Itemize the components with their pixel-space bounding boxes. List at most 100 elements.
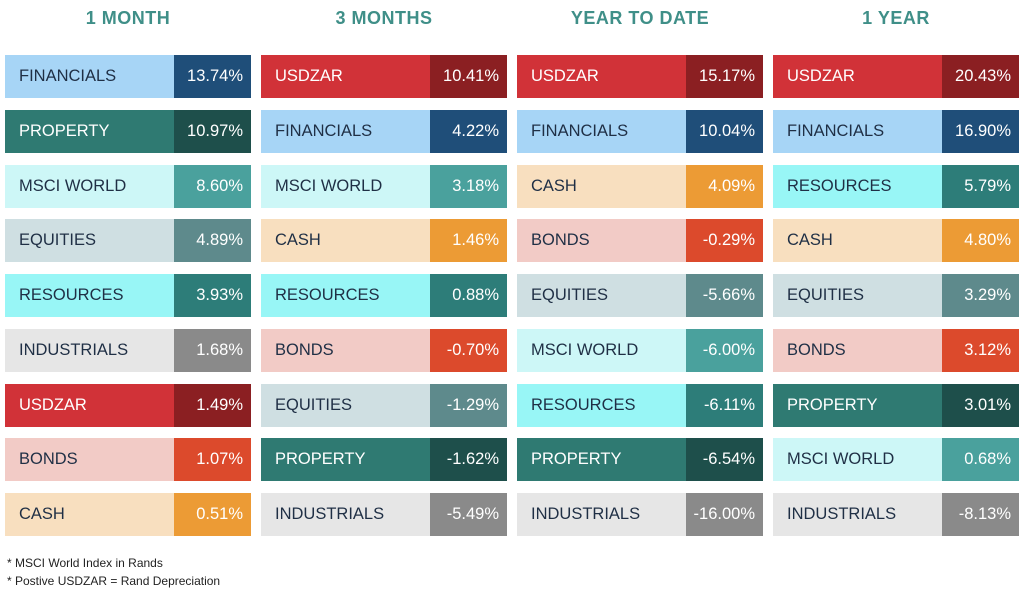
row-value: 3.29% (942, 274, 1019, 317)
row-value: 4.22% (430, 109, 507, 153)
row-label: USDZAR (517, 55, 686, 98)
table-row: EQUITIES -1.29% (261, 383, 507, 427)
row-label: FINANCIALS (773, 109, 942, 153)
row-label: PROPERTY (261, 438, 430, 482)
row-label: BONDS (261, 328, 430, 372)
table-row: RESOURCES 3.93% (5, 274, 251, 317)
row-label: USDZAR (773, 55, 942, 98)
row-value: -8.13% (942, 493, 1019, 536)
row-value: -0.70% (430, 328, 507, 372)
row-label: BONDS (517, 219, 686, 263)
row-label: MSCI WORLD (773, 438, 942, 482)
table-row: MSCI WORLD 8.60% (5, 164, 251, 208)
row-label: CASH (773, 219, 942, 263)
row-label: FINANCIALS (517, 109, 686, 153)
row-value: 1.07% (174, 438, 251, 482)
row-label: BONDS (5, 438, 174, 482)
table-row: INDUSTRIALS -16.00% (517, 493, 763, 536)
column-title: 1 MONTH (85, 8, 171, 28)
table-row: CASH 4.09% (517, 164, 763, 208)
row-label: EQUITIES (5, 219, 174, 263)
row-label: CASH (261, 219, 430, 263)
row-label: INDUSTRIALS (517, 493, 686, 536)
row-value: -16.00% (686, 493, 763, 536)
table-row: RESOURCES 0.88% (261, 274, 507, 317)
row-label: RESOURCES (517, 383, 686, 427)
table-row: FINANCIALS 13.74% (5, 55, 251, 98)
table-row: USDZAR 1.49% (5, 383, 251, 427)
row-label: PROPERTY (773, 383, 942, 427)
row-value: 3.93% (174, 274, 251, 317)
row-value: -5.49% (430, 493, 507, 536)
row-label: EQUITIES (261, 383, 430, 427)
table-row: PROPERTY 10.97% (5, 109, 251, 153)
table-row: USDZAR 10.41% (261, 55, 507, 98)
table-row: INDUSTRIALS -5.49% (261, 493, 507, 536)
table-row: EQUITIES 3.29% (773, 274, 1019, 317)
row-value: 10.04% (686, 109, 763, 153)
table-row: BONDS -0.70% (261, 328, 507, 372)
row-label: INDUSTRIALS (261, 493, 430, 536)
table-row: INDUSTRIALS -8.13% (773, 493, 1019, 536)
row-value: 0.51% (174, 493, 251, 536)
returns-table-year-to-date: YEAR TO DATE USDZAR 15.17% FINANCIALS 10.04… (517, 0, 763, 536)
row-value: 3.12% (942, 328, 1019, 372)
row-label: PROPERTY (517, 438, 686, 482)
table-row: CASH 1.46% (261, 219, 507, 263)
row-value: 4.09% (686, 164, 763, 208)
table-row: FINANCIALS 16.90% (773, 109, 1019, 153)
table-row: RESOURCES -6.11% (517, 383, 763, 427)
row-value: 1.46% (430, 219, 507, 263)
returns-table-1-year: 1 YEAR USDZAR 20.43% FINANCIALS 16.90% RESOU… (773, 0, 1019, 536)
row-value: -0.29% (686, 219, 763, 263)
table-row: EQUITIES 4.89% (5, 219, 251, 263)
returns-table-1-month: 1 MONTH FINANCIALS 13.74% PROPERTY 10.97% MS… (5, 0, 251, 536)
row-value: -6.54% (686, 438, 763, 482)
column-title: 3 MONTHS (335, 8, 433, 28)
row-value: 0.88% (430, 274, 507, 317)
row-label: EQUITIES (517, 274, 686, 317)
row-value: 4.89% (174, 219, 251, 263)
row-value: 8.60% (174, 164, 251, 208)
row-label: INDUSTRIALS (5, 328, 174, 372)
table-row: BONDS 1.07% (5, 438, 251, 482)
row-value: -1.29% (430, 383, 507, 427)
table-row: INDUSTRIALS 1.68% (5, 328, 251, 372)
footnote-msci: * MSCI World Index in Rands (7, 556, 163, 570)
row-label: RESOURCES (773, 164, 942, 208)
row-label: MSCI WORLD (261, 164, 430, 208)
table-row: MSCI WORLD 0.68% (773, 438, 1019, 482)
table-row: PROPERTY -6.54% (517, 438, 763, 482)
row-label: BONDS (773, 328, 942, 372)
row-label: MSCI WORLD (517, 328, 686, 372)
row-label: FINANCIALS (5, 55, 174, 98)
row-value: -5.66% (686, 274, 763, 317)
row-value: -6.11% (686, 383, 763, 427)
table-row: EQUITIES -5.66% (517, 274, 763, 317)
row-value: 3.01% (942, 383, 1019, 427)
row-value: -1.62% (430, 438, 507, 482)
table-row: RESOURCES 5.79% (773, 164, 1019, 208)
table-row: CASH 0.51% (5, 493, 251, 536)
row-label: RESOURCES (261, 274, 430, 317)
row-label: FINANCIALS (261, 109, 430, 153)
row-label: CASH (517, 164, 686, 208)
row-value: 1.68% (174, 328, 251, 372)
row-label: USDZAR (5, 383, 174, 427)
row-label: RESOURCES (5, 274, 174, 317)
row-label: INDUSTRIALS (773, 493, 942, 536)
row-label: MSCI WORLD (5, 164, 174, 208)
returns-table-3-months: 3 MONTHS USDZAR 10.41% FINANCIALS 4.22% MSCI… (261, 0, 507, 536)
row-value: 13.74% (174, 55, 251, 98)
row-value: 4.80% (942, 219, 1019, 263)
row-value: 10.97% (174, 109, 251, 153)
table-row: BONDS -0.29% (517, 219, 763, 263)
table-row: BONDS 3.12% (773, 328, 1019, 372)
table-row: FINANCIALS 10.04% (517, 109, 763, 153)
table-row: MSCI WORLD -6.00% (517, 328, 763, 372)
table-row: PROPERTY -1.62% (261, 438, 507, 482)
row-label: USDZAR (261, 55, 430, 98)
row-value: 1.49% (174, 383, 251, 427)
table-row: USDZAR 20.43% (773, 55, 1019, 98)
table-row: PROPERTY 3.01% (773, 383, 1019, 427)
